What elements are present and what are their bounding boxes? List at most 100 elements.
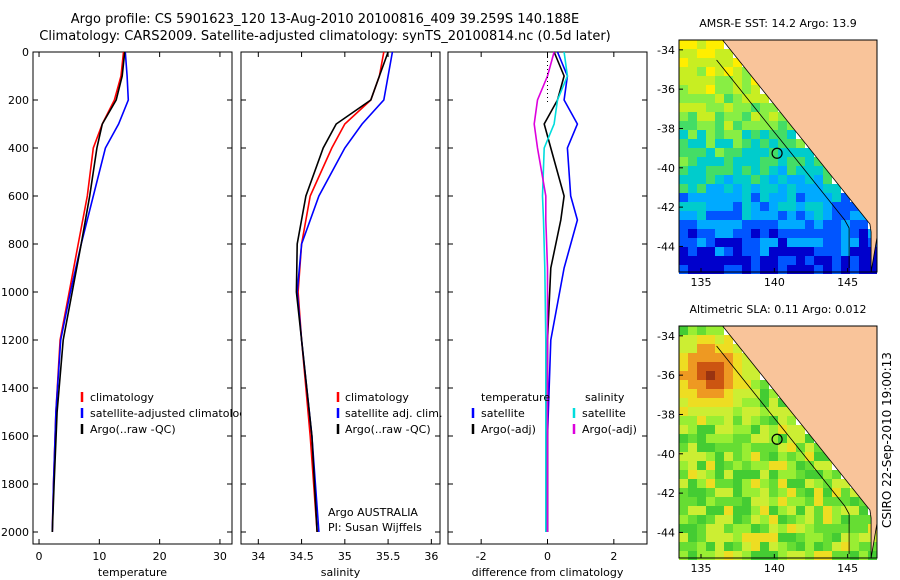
map-cell <box>742 238 751 247</box>
map-cell <box>724 121 733 130</box>
map-cell <box>706 139 715 148</box>
map-cell <box>796 479 805 488</box>
map-cell <box>760 425 769 434</box>
map-cell <box>796 229 805 238</box>
y-tick-label: 1000 <box>1 286 29 299</box>
map-cell <box>697 238 706 247</box>
y-tick-label: -34 <box>657 330 675 343</box>
depth-contour <box>716 345 850 554</box>
map-cell <box>697 452 706 461</box>
map-cell <box>760 398 769 407</box>
map-cell <box>724 497 733 506</box>
map-cell <box>760 407 769 416</box>
map-cell <box>679 497 688 506</box>
map-cell <box>823 256 832 265</box>
map-cell <box>787 211 796 220</box>
map-cell <box>832 515 841 524</box>
map-field <box>679 40 877 274</box>
map-cell <box>715 121 724 130</box>
map-cell <box>778 416 787 425</box>
map-cell <box>805 497 814 506</box>
map-cell <box>724 193 733 202</box>
map-cell <box>724 67 733 76</box>
map-cell <box>814 515 823 524</box>
map-cell <box>751 184 760 193</box>
map-cell <box>697 416 706 425</box>
map-cell <box>688 344 697 353</box>
map-cell <box>778 488 787 497</box>
map-cell <box>823 202 832 211</box>
map-cell <box>769 166 778 175</box>
map-cell <box>688 506 697 515</box>
map-cell <box>778 256 787 265</box>
map-cell <box>760 389 769 398</box>
map-cell <box>733 76 742 85</box>
map-cell <box>715 67 724 76</box>
map-cell <box>688 229 697 238</box>
map-cell <box>823 184 832 193</box>
map-cell <box>688 452 697 461</box>
map-cell <box>742 425 751 434</box>
map-cell <box>715 506 724 515</box>
map-cell <box>724 443 733 452</box>
map-cell <box>814 202 823 211</box>
map-cell <box>733 434 742 443</box>
map-cell <box>715 211 724 220</box>
map-cell <box>715 470 724 479</box>
map-cell <box>778 533 787 542</box>
map-cell <box>841 524 850 533</box>
map-cell <box>742 148 751 157</box>
map-cell <box>697 434 706 443</box>
map-cell <box>688 103 697 112</box>
map-cell <box>715 148 724 157</box>
map-cell <box>706 148 715 157</box>
map-cell <box>706 371 715 380</box>
map-cell <box>724 211 733 220</box>
map-cell <box>742 76 751 85</box>
map-cell <box>679 452 688 461</box>
map-cell <box>679 506 688 515</box>
map-cell <box>706 211 715 220</box>
map-cell <box>706 202 715 211</box>
map-cell <box>760 148 769 157</box>
map-cell <box>832 524 841 533</box>
map-cell <box>778 139 787 148</box>
map-cell <box>760 416 769 425</box>
map-cell <box>742 265 751 274</box>
map-cell <box>769 398 778 407</box>
map-cell <box>724 335 733 344</box>
map-cell <box>688 434 697 443</box>
map-cell <box>706 112 715 121</box>
map-cell <box>787 416 796 425</box>
map-cell <box>679 443 688 452</box>
map-cell <box>724 130 733 139</box>
map-cell <box>688 49 697 58</box>
map-cell <box>814 247 823 256</box>
map-cell <box>742 193 751 202</box>
y-tick-label: -38 <box>657 408 675 421</box>
map-cell <box>679 344 688 353</box>
map-cell <box>796 434 805 443</box>
map-cell <box>796 220 805 229</box>
map-cell <box>733 533 742 542</box>
map-cell <box>706 380 715 389</box>
map-cell <box>715 335 724 344</box>
map-cell <box>697 49 706 58</box>
map-cell <box>724 551 733 560</box>
map-cell <box>733 220 742 229</box>
map-cell <box>751 497 760 506</box>
map-cell <box>769 425 778 434</box>
map-title: Altimetric SLA: 0.11 Argo: 0.012 <box>689 303 866 316</box>
map-cell <box>769 256 778 265</box>
timestamp-stamp: CSIRO 22-Sep-2010 19:00:13 <box>880 352 894 528</box>
map-cell <box>697 398 706 407</box>
map-cell <box>715 344 724 353</box>
legend-label: satellite-adjusted climatology <box>90 407 253 420</box>
map-cell <box>841 533 850 542</box>
land-mass <box>721 325 878 559</box>
float-position-marker <box>771 147 783 159</box>
map-cell <box>751 247 760 256</box>
map-cell <box>787 139 796 148</box>
map-cell <box>724 470 733 479</box>
map-cell <box>706 49 715 58</box>
